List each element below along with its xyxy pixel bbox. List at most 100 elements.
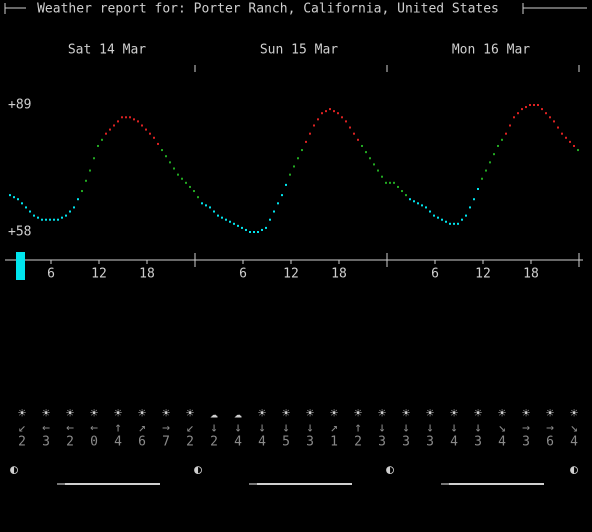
temp-dot: [285, 183, 287, 186]
temp-point: [209, 206, 211, 209]
temp-dot: [517, 112, 519, 115]
weather-icon: ☀: [474, 407, 482, 422]
temp-point: [321, 112, 323, 115]
wind-arrow: ↓: [306, 421, 314, 436]
wind-speed: 2: [186, 435, 194, 450]
temp-point: [569, 140, 571, 143]
temp-dot: [269, 218, 271, 221]
temp-point: [545, 112, 547, 115]
temp-dot: [485, 169, 487, 172]
wind-speed: 5: [282, 435, 290, 450]
weather-icon: ☀: [114, 407, 122, 422]
temp-point: [409, 198, 411, 201]
temp-dot: [149, 132, 151, 135]
temp-dot: [253, 231, 255, 233]
temp-point: [89, 169, 91, 172]
temp-point: [377, 169, 379, 172]
weather-icon: ☀: [18, 407, 26, 422]
weather-icon: ☀: [378, 407, 386, 422]
temp-point: [185, 181, 187, 184]
temp-dot: [61, 216, 63, 219]
temp-point: [81, 190, 83, 193]
temp-point: [473, 198, 475, 201]
wind-speed: 3: [522, 435, 530, 450]
temp-dot: [93, 157, 95, 160]
weather-icon: ☀: [522, 407, 530, 422]
weather-icon: ☀: [42, 407, 50, 422]
temp-point: [465, 214, 467, 217]
wind-arrow: ↓: [474, 421, 482, 436]
temp-dot: [157, 142, 159, 145]
temp-dot: [173, 167, 175, 170]
temp-point: [241, 226, 243, 229]
temp-dot: [125, 116, 127, 119]
temp-dot: [429, 210, 431, 213]
weather-icon: ☀: [90, 407, 98, 422]
temp-point: [433, 214, 435, 217]
hour-label: 12: [475, 267, 491, 282]
wind-arrow: ←: [90, 421, 98, 436]
wind-speed: 3: [378, 435, 386, 450]
temp-dot: [301, 149, 303, 152]
temp-point: [73, 206, 75, 209]
moon-phase: ◐: [386, 463, 394, 478]
temp-dot: [317, 118, 319, 121]
temp-point: [129, 116, 131, 119]
temp-dot: [205, 204, 207, 207]
temp-dot: [421, 204, 423, 207]
weather-icon: ☀: [546, 407, 554, 422]
wind-speed: 0: [90, 435, 98, 450]
weather-icon: ☀: [354, 407, 362, 422]
temp-point: [265, 226, 267, 229]
hour-label: 6: [47, 267, 55, 282]
wind-arrow: ↓: [210, 421, 218, 436]
temp-dot: [349, 126, 351, 129]
temp-point: [385, 181, 387, 184]
wind-arrow: ↓: [258, 421, 266, 436]
temp-dot: [221, 216, 223, 219]
wind-speed: 3: [426, 435, 434, 450]
temp-dot: [525, 106, 527, 109]
temp-dot: [437, 216, 439, 219]
temp-dot: [45, 218, 47, 221]
weather-icon: ☀: [162, 407, 170, 422]
wind-arrow: ↑: [354, 421, 362, 436]
temp-point: [121, 116, 123, 119]
temp-point: [201, 202, 203, 205]
weather-icon: ☀: [570, 407, 578, 422]
weather-icon: ☀: [186, 407, 194, 422]
title: Weather report for: Porter Ranch, Califo…: [37, 2, 499, 17]
wind-arrow: ↓: [234, 421, 242, 436]
temp-point: [65, 214, 67, 217]
temp-dot: [549, 116, 551, 119]
temp-dot: [509, 124, 511, 127]
temp-dot: [405, 194, 407, 197]
temp-point: [553, 120, 555, 123]
wind-speed: 1: [330, 435, 338, 450]
temp-dot: [333, 110, 335, 113]
temp-dot: [85, 179, 87, 182]
temp-dot: [565, 136, 567, 139]
wind-arrow: ↓: [426, 421, 434, 436]
temp-dot: [533, 104, 535, 106]
wind-speed: 3: [42, 435, 50, 450]
wind-speed: 4: [570, 435, 578, 450]
wind-arrow: ↓: [402, 421, 410, 436]
temp-dot: [309, 132, 311, 135]
temp-dot: [341, 116, 343, 119]
temp-dot: [13, 196, 15, 199]
temp-point: [145, 128, 147, 131]
temp-dot: [37, 216, 39, 219]
wind-speed: 2: [210, 435, 218, 450]
hour-label: 18: [139, 267, 155, 282]
temp-dot: [229, 220, 231, 223]
wind-speed: 6: [138, 435, 146, 450]
wind-speed: 6: [546, 435, 554, 450]
moon-phase: ◐: [194, 463, 202, 478]
weather-icon: ☀: [138, 407, 146, 422]
temp-dot: [245, 228, 247, 231]
temp-point: [193, 190, 195, 193]
temp-point: [529, 104, 531, 106]
